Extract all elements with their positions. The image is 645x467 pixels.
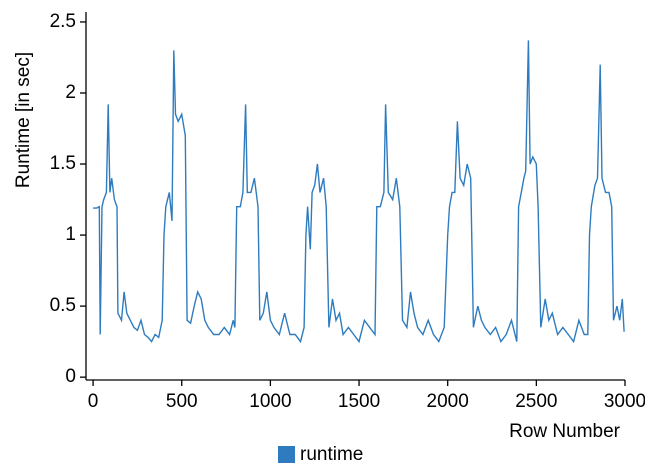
y-tick-label: 1	[65, 224, 76, 245]
x-tick-label: 2000	[427, 391, 469, 412]
x-tick-label: 1000	[249, 391, 291, 412]
y-tick-label: 0	[65, 366, 76, 387]
x-tick-label: 3000	[604, 391, 645, 412]
y-tick-label: 2	[65, 82, 76, 103]
x-axis-label: Row Number	[509, 421, 621, 442]
legend-swatch	[278, 446, 295, 463]
x-tick-label: 500	[166, 391, 198, 412]
x-tick-label: 0	[88, 391, 99, 412]
line	[93, 40, 625, 344]
y-tick-label: 1.5	[50, 153, 76, 174]
y-tick-label: 0.5	[50, 295, 76, 316]
legend-label: runtime	[300, 444, 363, 465]
y-axis-label: Runtime [in sec]	[13, 52, 34, 188]
y-tick-label: 2.5	[50, 11, 76, 32]
x-tick-label: 1500	[338, 391, 380, 412]
x-tick-label: 2500	[515, 391, 557, 412]
